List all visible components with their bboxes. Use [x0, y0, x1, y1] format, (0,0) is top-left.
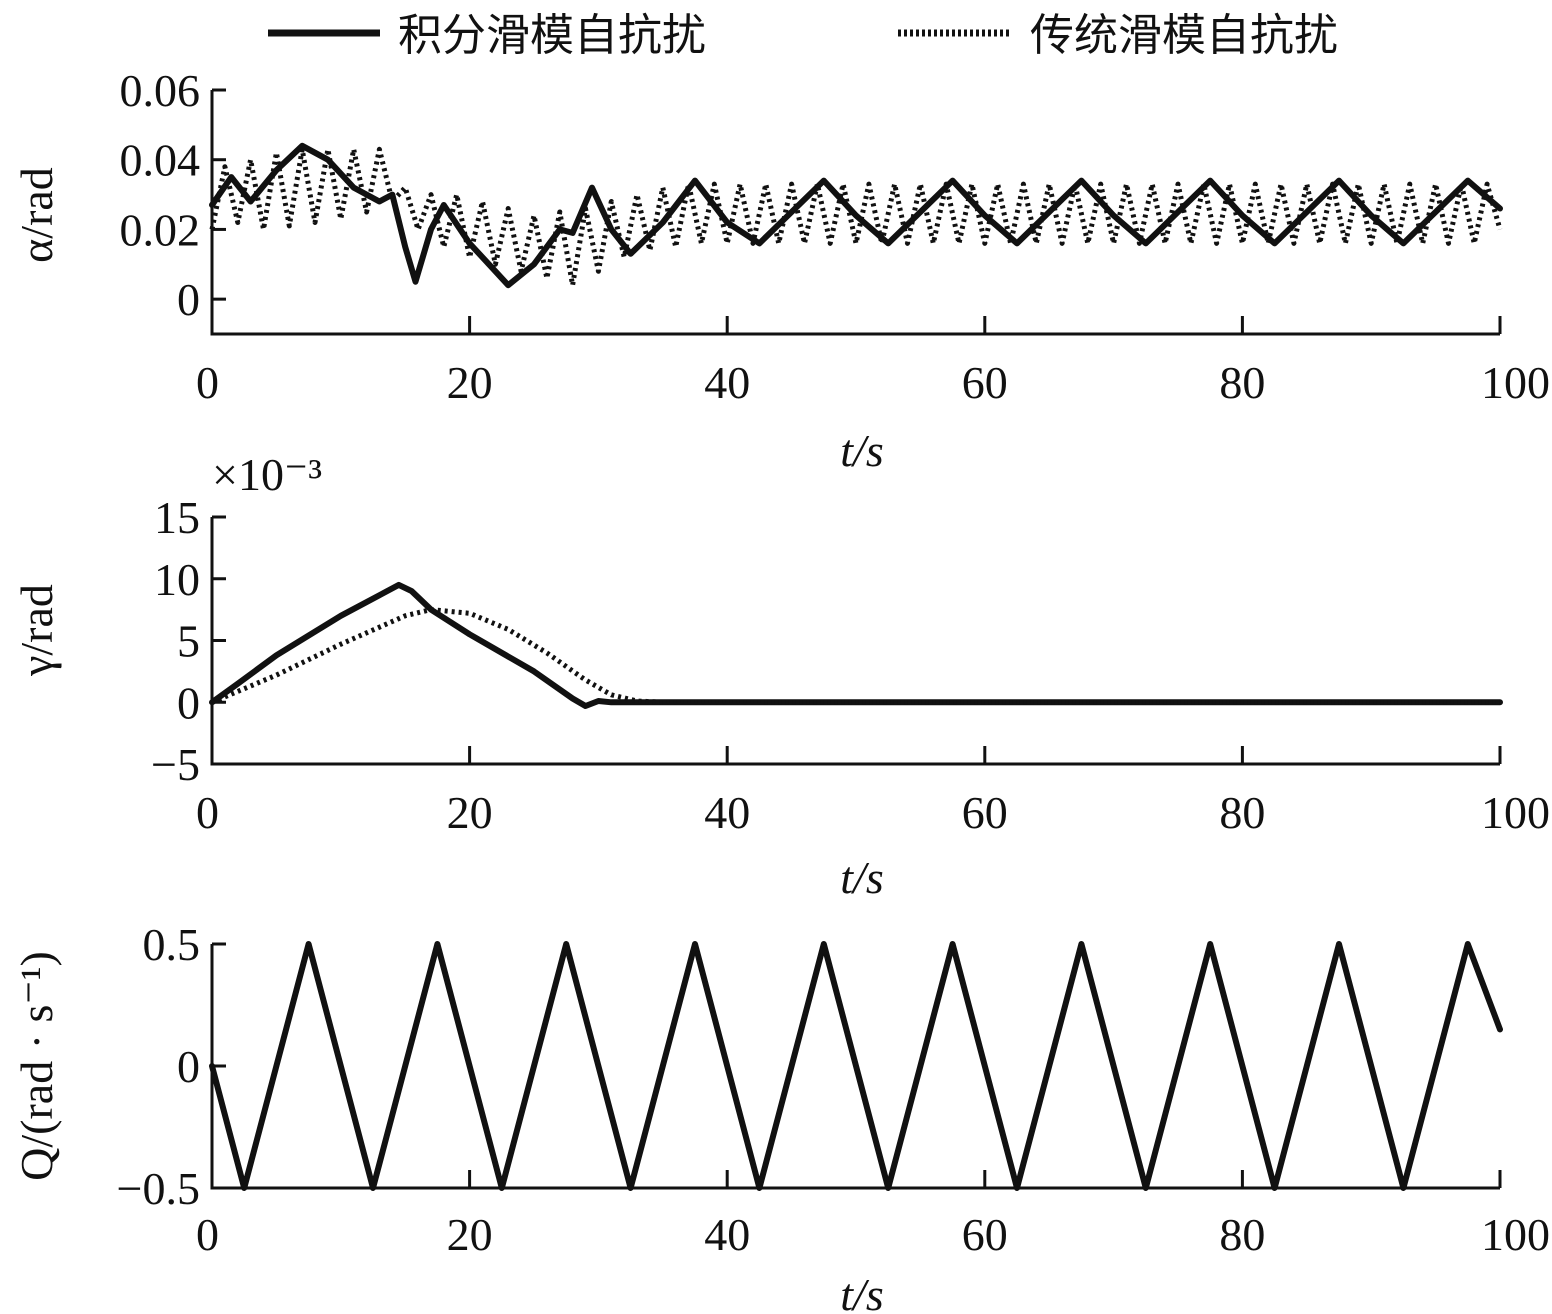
y-axis-label: γ/rad — [11, 584, 62, 677]
x-tick-label: 80 — [1219, 357, 1265, 408]
x-tick-label: 60 — [962, 357, 1008, 408]
series-line-dotted — [209, 941, 1503, 1191]
series-line-dotted — [209, 146, 1503, 288]
x-tick-label: 100 — [1481, 787, 1550, 838]
legend: 积分滑模自抗扰 传统滑模自抗扰 — [268, 10, 1338, 61]
x-tick-label: 40 — [704, 787, 750, 838]
series-line-solid — [209, 142, 1503, 289]
x-tick-label: 60 — [962, 787, 1008, 838]
y-tick-label: 5 — [177, 616, 200, 667]
x-tick-label: 80 — [1219, 787, 1265, 838]
y-scale-multiplier: ×10⁻³ — [212, 449, 322, 500]
x-tick-label: 40 — [704, 357, 750, 408]
y-tick-label: 0.02 — [120, 204, 201, 255]
x-tick-label: 20 — [447, 1209, 493, 1260]
x-tick-label: 0 — [196, 787, 219, 838]
y-tick-label: 0.5 — [143, 919, 201, 970]
y-tick-label: −5 — [151, 739, 200, 790]
x-tick-label: 80 — [1219, 1209, 1265, 1260]
x-axis-label: t/s — [840, 1269, 883, 1314]
x-tick-label: 0 — [196, 1209, 219, 1260]
y-axis-label: Q/(rad · s⁻¹) — [11, 951, 62, 1181]
legend-solid-label: 积分滑模自抗扰 — [398, 10, 706, 61]
y-tick-label: 0.06 — [120, 65, 201, 116]
panel-alpha: 0 0.02 0.04 0.06 0 20 40 60 80 100 t/s α/rad — [11, 65, 1550, 476]
y-axis-label: α/rad — [11, 167, 62, 263]
y-tick-label: 0.04 — [120, 135, 201, 186]
x-tick-label: 40 — [704, 1209, 750, 1260]
x-tick-label: 20 — [447, 357, 493, 408]
legend-dotted-label: 传统滑模自抗扰 — [1030, 10, 1338, 61]
y-tick-label: 10 — [154, 554, 200, 605]
x-axis-label: t/s — [840, 425, 883, 476]
x-tick-label: 0 — [196, 357, 219, 408]
x-tick-label: 20 — [447, 787, 493, 838]
y-tick-label: 15 — [154, 492, 200, 543]
x-tick-label: 60 — [962, 1209, 1008, 1260]
y-tick-label: 0 — [177, 1041, 200, 1092]
y-tick-label: −0.5 — [117, 1163, 200, 1214]
y-tick-label: 0 — [177, 274, 200, 325]
x-tick-label: 100 — [1481, 357, 1550, 408]
y-tick-label: 0 — [177, 677, 200, 728]
axes-frame — [210, 517, 1500, 766]
series-line-dotted — [211, 607, 1500, 705]
series-line-solid — [209, 581, 1503, 709]
x-axis-label: t/s — [840, 852, 883, 903]
x-tick-label: 100 — [1481, 1209, 1550, 1260]
